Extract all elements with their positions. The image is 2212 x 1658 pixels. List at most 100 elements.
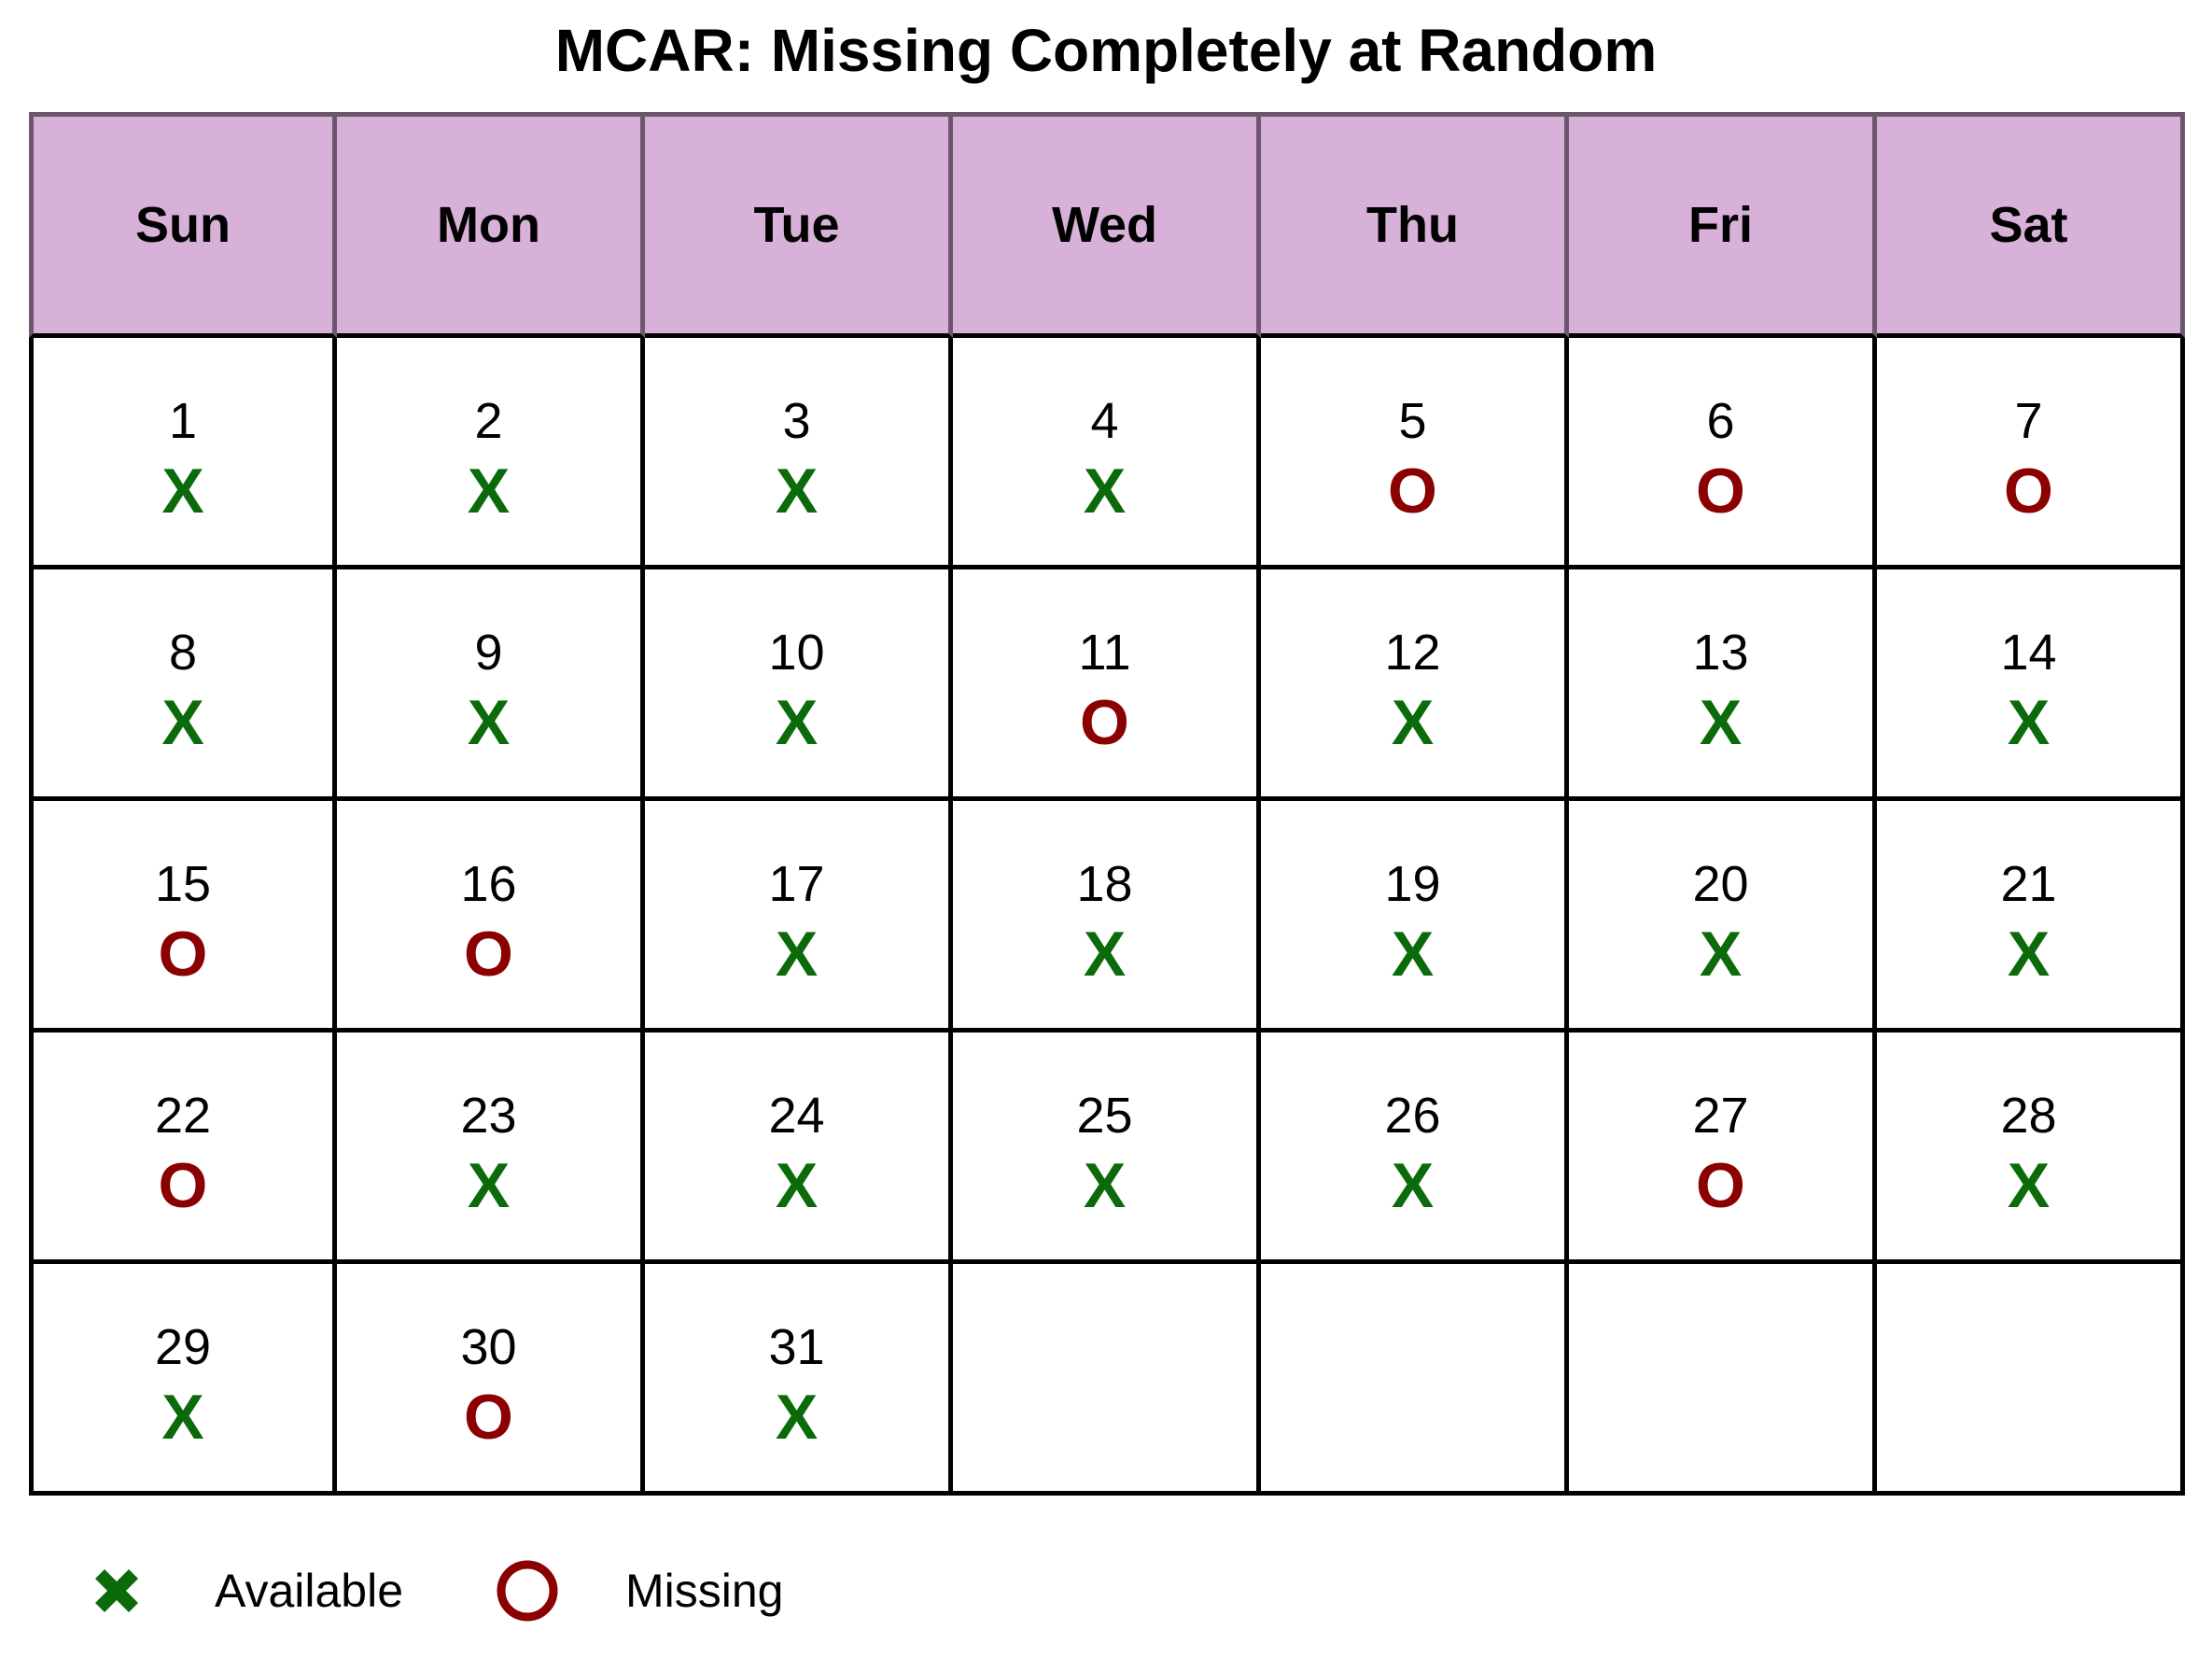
calendar-cell: 27 O bbox=[1569, 1033, 1877, 1264]
day-number: 31 bbox=[768, 1319, 825, 1375]
available-mark: X bbox=[1083, 456, 1127, 527]
calendar-cell: 16 O bbox=[337, 801, 645, 1033]
available-mark: X bbox=[1083, 919, 1127, 990]
calendar-cell: 22 O bbox=[29, 1033, 337, 1264]
day-header-wed: Wed bbox=[953, 112, 1261, 338]
day-number: 1 bbox=[168, 393, 198, 449]
day-number: 7 bbox=[2014, 393, 2043, 449]
calendar-cell bbox=[953, 1264, 1261, 1496]
available-mark: X bbox=[161, 1382, 204, 1453]
day-header-thu: Thu bbox=[1261, 112, 1569, 338]
calendar-cell bbox=[1261, 1264, 1569, 1496]
available-mark: X bbox=[1391, 919, 1435, 990]
calendar-cell: 25 X bbox=[953, 1033, 1261, 1264]
day-number: 14 bbox=[2000, 625, 2057, 681]
legend-item-missing: Missing bbox=[495, 1553, 783, 1628]
day-number: 22 bbox=[154, 1088, 212, 1144]
day-number: 30 bbox=[460, 1319, 517, 1375]
calendar-cell bbox=[1569, 1264, 1877, 1496]
day-number: 15 bbox=[154, 856, 212, 912]
day-number: 8 bbox=[168, 625, 198, 681]
day-header-mon: Mon bbox=[337, 112, 645, 338]
calendar-cell: 14 X bbox=[1877, 569, 2185, 801]
missing-mark: O bbox=[464, 919, 513, 990]
available-mark: X bbox=[775, 919, 819, 990]
available-mark: X bbox=[2007, 1150, 2051, 1221]
missing-mark: O bbox=[1696, 456, 1745, 527]
day-header-fri: Fri bbox=[1569, 112, 1877, 338]
calendar-cell: 17 X bbox=[645, 801, 953, 1033]
calendar-cell: 23 X bbox=[337, 1033, 645, 1264]
calendar-cell: 15 O bbox=[29, 801, 337, 1033]
calendar-cell: 29 X bbox=[29, 1264, 337, 1496]
available-mark: X bbox=[775, 1150, 819, 1221]
legend-label-missing: Missing bbox=[625, 1565, 784, 1617]
day-number: 9 bbox=[474, 625, 503, 681]
legend-item-available: Available bbox=[84, 1553, 403, 1628]
calendar-cell: 19 X bbox=[1261, 801, 1569, 1033]
calendar-cell: 28 X bbox=[1877, 1033, 2185, 1264]
day-number: 4 bbox=[1090, 393, 1119, 449]
day-number: 20 bbox=[1692, 856, 1749, 912]
day-number: 6 bbox=[1706, 393, 1735, 449]
day-number: 26 bbox=[1384, 1088, 1441, 1144]
day-number: 25 bbox=[1076, 1088, 1133, 1144]
available-mark: X bbox=[467, 687, 511, 758]
day-number: 19 bbox=[1384, 856, 1441, 912]
day-number: 11 bbox=[1078, 625, 1131, 681]
legend: Available Missing bbox=[0, 1553, 2212, 1628]
missing-mark: O bbox=[2004, 456, 2053, 527]
calendar-cell bbox=[1877, 1264, 2185, 1496]
day-number: 16 bbox=[460, 856, 517, 912]
available-mark: X bbox=[775, 687, 819, 758]
calendar-cell: 12 X bbox=[1261, 569, 1569, 801]
day-header-sat: Sat bbox=[1877, 112, 2185, 338]
day-number: 17 bbox=[768, 856, 825, 912]
available-mark: X bbox=[161, 456, 204, 527]
day-header-tue: Tue bbox=[645, 112, 953, 338]
day-number: 10 bbox=[768, 625, 825, 681]
available-mark: X bbox=[2007, 687, 2051, 758]
calendar-cell: 13 X bbox=[1569, 569, 1877, 801]
calendar-cell: 31 X bbox=[645, 1264, 953, 1496]
available-mark: X bbox=[2007, 919, 2051, 990]
calendar-cell: 11 O bbox=[953, 569, 1261, 801]
day-number: 5 bbox=[1398, 393, 1427, 449]
available-mark: X bbox=[1699, 687, 1743, 758]
available-mark: X bbox=[1391, 1150, 1435, 1221]
calendar-cell: 20 X bbox=[1569, 801, 1877, 1033]
calendar-cell: 30 O bbox=[337, 1264, 645, 1496]
missing-mark: O bbox=[1388, 456, 1437, 527]
day-number: 28 bbox=[2000, 1088, 2057, 1144]
available-mark: X bbox=[467, 1150, 511, 1221]
missing-mark: O bbox=[158, 919, 208, 990]
day-number: 27 bbox=[1692, 1088, 1749, 1144]
day-header-sun: Sun bbox=[29, 112, 337, 338]
available-mark: X bbox=[775, 456, 819, 527]
available-mark: X bbox=[1699, 919, 1743, 990]
available-mark: X bbox=[161, 687, 204, 758]
calendar-cell: 26 X bbox=[1261, 1033, 1569, 1264]
calendar-cell: 10 X bbox=[645, 569, 953, 801]
missing-mark: O bbox=[464, 1382, 513, 1453]
available-mark: X bbox=[1391, 687, 1435, 758]
day-number: 24 bbox=[768, 1088, 825, 1144]
available-mark: X bbox=[1083, 1150, 1127, 1221]
calendar-cell: 24 X bbox=[645, 1033, 953, 1264]
day-number: 3 bbox=[782, 393, 811, 449]
x-icon bbox=[95, 1569, 138, 1612]
day-number: 29 bbox=[154, 1319, 212, 1375]
available-mark: X bbox=[775, 1382, 819, 1453]
missing-mark: O bbox=[1696, 1150, 1745, 1221]
calendar-cell: 21 X bbox=[1877, 801, 2185, 1033]
missing-mark: O bbox=[1080, 687, 1129, 758]
day-number: 2 bbox=[474, 393, 503, 449]
page-title: MCAR: Missing Completely at Random bbox=[554, 17, 1658, 84]
